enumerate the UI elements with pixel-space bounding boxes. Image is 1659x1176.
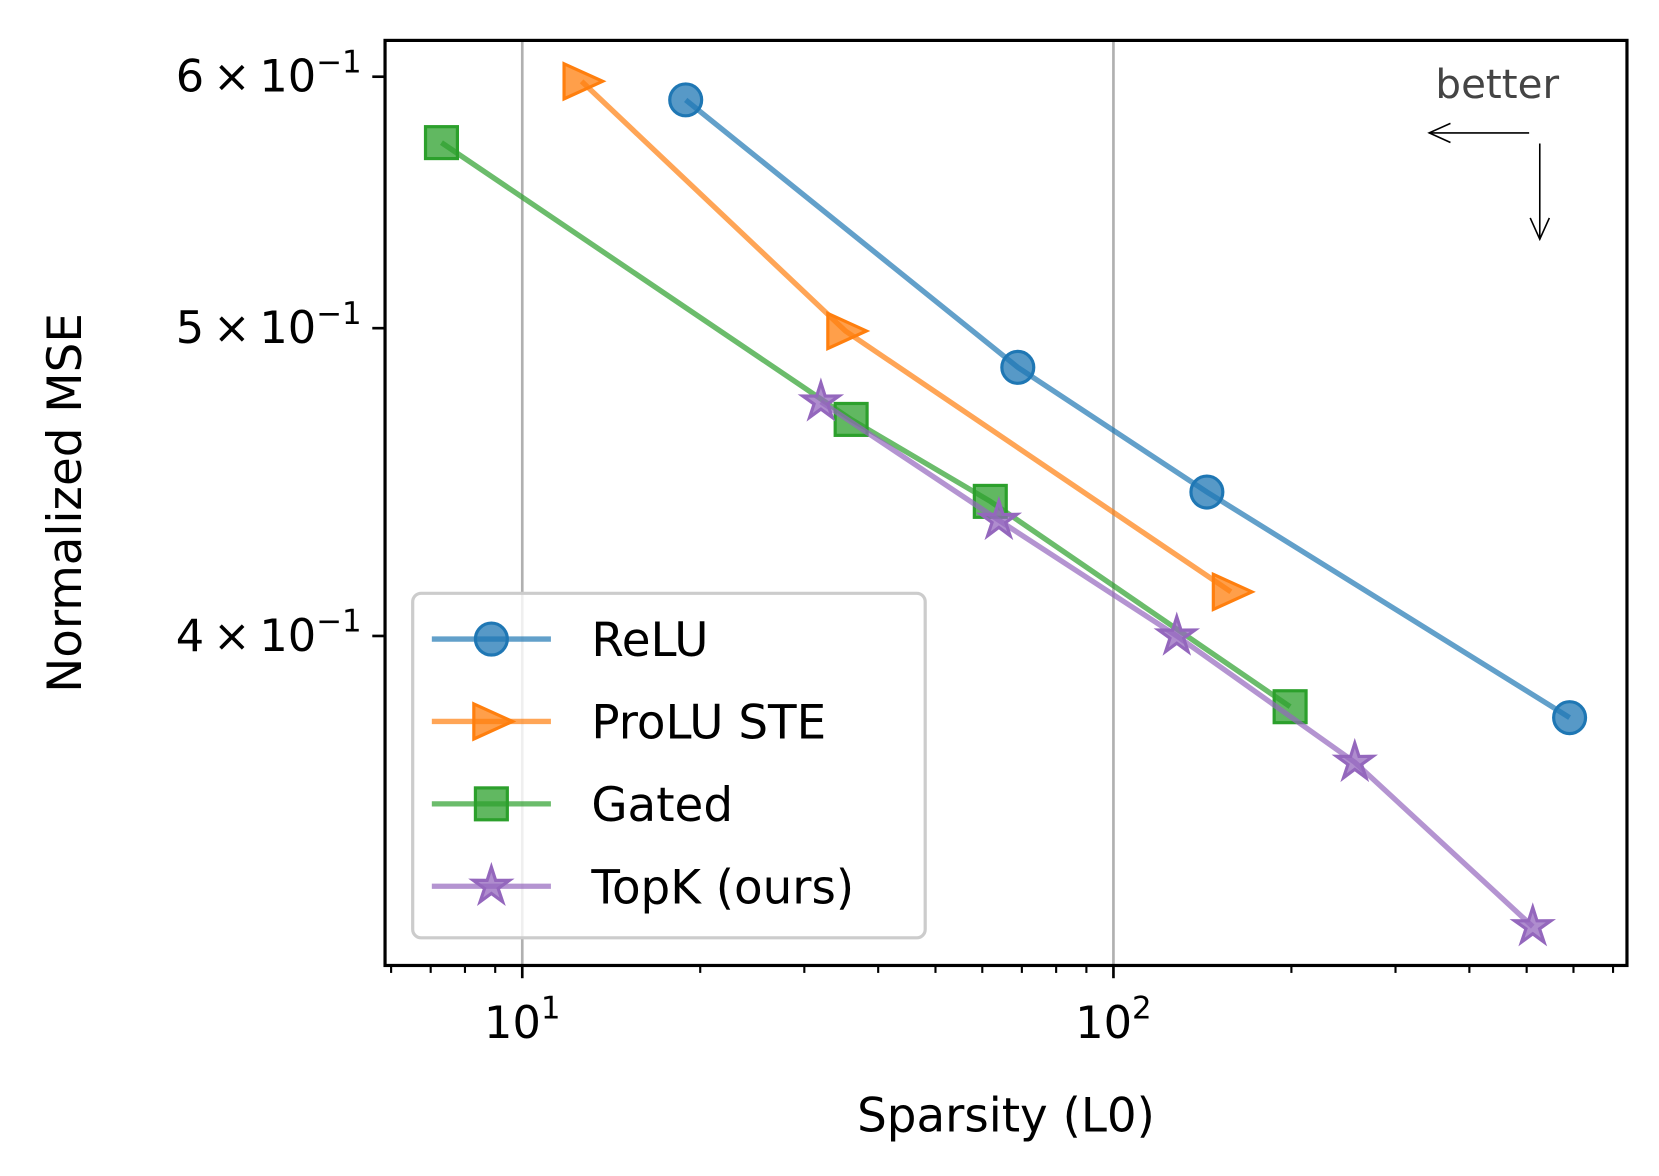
data-point-relu: [1552, 700, 1588, 736]
legend-marker-relu: [473, 621, 509, 657]
y-axis-label: Normalized MSE: [39, 313, 93, 693]
data-point-gated: [423, 125, 460, 161]
series-line-gated: [439, 140, 1292, 709]
series-topk-ours: [797, 377, 1556, 947]
series-line-topk-ours: [819, 399, 1535, 929]
down-arrow-icon: [1529, 143, 1551, 242]
y-tick-label: 5 × 10−1: [176, 296, 362, 354]
data-point-topk-ours: [1153, 611, 1201, 656]
plot-frame: [383, 38, 1629, 968]
legend-marker-topk-ours: [468, 861, 515, 907]
series-prolu-ste: [562, 61, 1256, 612]
data-point-topk-ours: [1331, 737, 1378, 783]
legend-marker-prolu-ste: [472, 701, 517, 742]
x-axis-label: Sparsity (L0): [857, 1089, 1155, 1143]
data-point-relu: [1189, 474, 1225, 510]
x-axis: 101 102: [390, 965, 1615, 1049]
better-annotation: better: [1427, 60, 1559, 242]
legend-label-prolu-ste: ProLU STE: [591, 696, 826, 750]
series-line-prolu-ste: [579, 79, 1233, 595]
y-tick-label: 4 × 10−1: [176, 604, 362, 662]
legend-item-relu: ReLU: [431, 614, 708, 668]
series-layer: [423, 61, 1588, 947]
y-axis: 6 × 10−1 5 × 10−1 4 × 10−1: [176, 44, 386, 662]
data-point-topk-ours: [975, 495, 1023, 541]
x-tick-label: 102: [1075, 991, 1151, 1049]
left-arrow-icon: [1427, 122, 1530, 144]
y-tick-label: 6 × 10−1: [176, 44, 362, 102]
legend-label-topk-ours: TopK (ours): [590, 861, 854, 915]
series-relu: [668, 82, 1588, 736]
series-line-relu: [684, 97, 1571, 720]
legend-frame: [411, 591, 927, 940]
data-point-prolu-ste: [1211, 571, 1256, 612]
legend-label-relu: ReLU: [591, 614, 708, 668]
legend-item-prolu-ste: ProLU STE: [431, 696, 826, 750]
better-label: better: [1435, 60, 1559, 108]
data-point-relu: [1000, 349, 1036, 385]
data-point-prolu-ste: [562, 61, 607, 102]
legend-item-gated: Gated: [431, 779, 733, 833]
x-tick-label: 101: [484, 991, 560, 1049]
legend: ReLU ProLU STE Gated TopK (ours): [411, 591, 927, 940]
legend-label-gated: Gated: [591, 779, 733, 833]
legend-marker-gated: [473, 786, 509, 822]
data-point-topk-ours: [797, 377, 845, 422]
data-point-topk-ours: [1509, 902, 1556, 947]
legend-item-topk-ours: TopK (ours): [431, 861, 854, 915]
data-point-prolu-ste: [826, 310, 871, 351]
data-point-relu: [668, 82, 704, 118]
